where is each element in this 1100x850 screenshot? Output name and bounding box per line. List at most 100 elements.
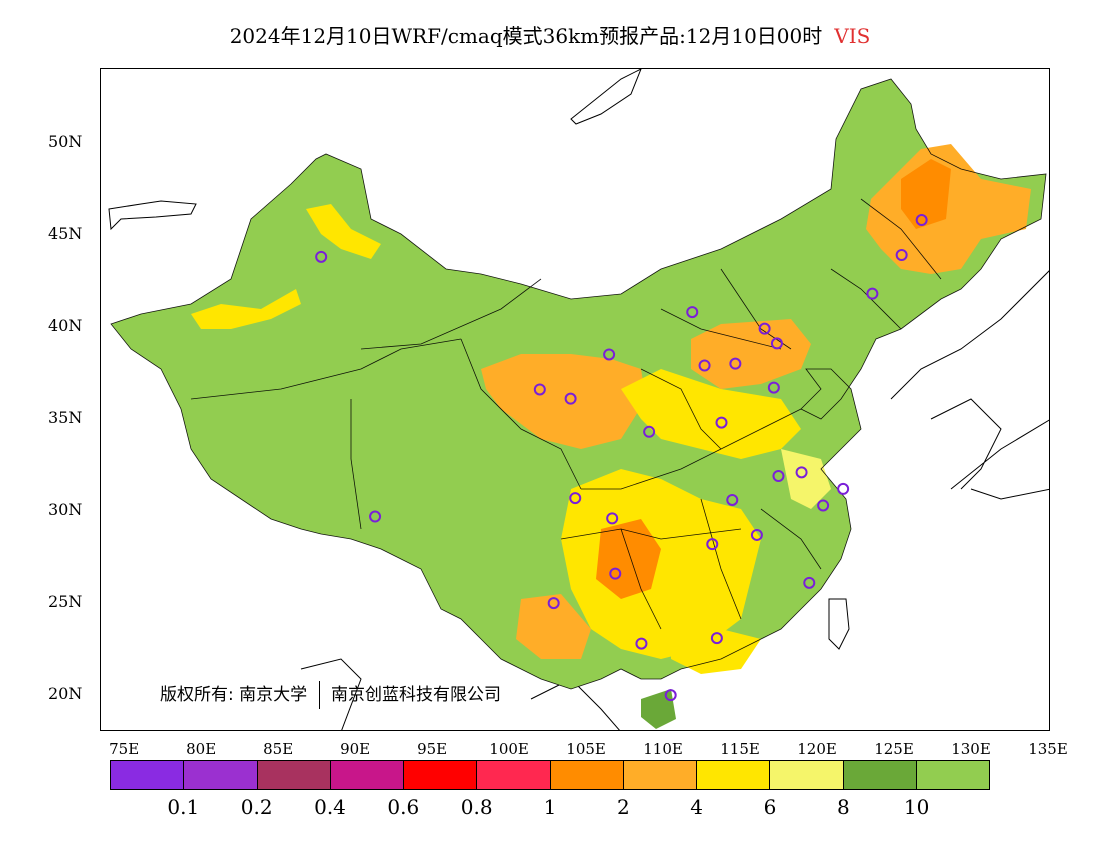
province-border — [460, 338, 582, 490]
legend-swatch — [843, 761, 917, 789]
variable-label: VIS — [834, 24, 871, 48]
y-tick-label: 45N — [48, 223, 83, 243]
low-vis-guizhou-core — [596, 519, 661, 599]
x-tick-label: 125E — [874, 740, 914, 758]
x-tick-label: 100E — [489, 740, 529, 758]
hainan-island — [641, 689, 676, 729]
korea-japan-coast — [890, 270, 1049, 500]
station-marker — [564, 392, 577, 405]
station-marker — [643, 425, 656, 438]
low-vis-sichuan — [561, 469, 761, 659]
low-vis-tarim — [191, 289, 301, 329]
station-marker — [686, 306, 699, 319]
legend-label: 10 — [903, 795, 930, 819]
southeast-asia-coast — [300, 658, 620, 730]
x-tick-label: 115E — [720, 740, 760, 758]
legend-swatch — [550, 761, 624, 789]
x-tick-label: 135E — [1028, 740, 1068, 758]
station-marker — [609, 567, 622, 580]
province-border — [581, 448, 722, 490]
province-border — [640, 368, 722, 450]
map-frame — [100, 68, 1050, 731]
legend-label: 8 — [836, 795, 850, 819]
low-vis-loess — [481, 354, 646, 449]
x-tick-label: 95E — [417, 740, 448, 758]
low-vis-east-coast — [781, 449, 831, 509]
y-tick-label: 35N — [48, 407, 83, 427]
province-border — [830, 268, 902, 330]
station-marker — [710, 632, 723, 645]
y-tick-label: 50N — [48, 131, 83, 151]
province-border — [560, 528, 742, 540]
province-border — [720, 408, 802, 450]
province-border — [190, 338, 462, 400]
legend-label: 0.2 — [240, 795, 273, 819]
station-marker — [603, 348, 616, 361]
legend-swatch — [916, 761, 989, 789]
legend-swatch — [184, 761, 258, 789]
station-marker — [772, 470, 785, 483]
province-border — [110, 78, 1047, 690]
lake-baikal-outline — [570, 69, 642, 125]
x-tick-label: 120E — [797, 740, 837, 758]
legend-label: 0.6 — [387, 795, 420, 819]
y-tick-label: 25N — [48, 592, 83, 612]
legend-swatch — [697, 761, 771, 789]
x-tick-label: 130E — [951, 740, 991, 758]
legend-swatch — [111, 761, 185, 789]
station-marker — [750, 528, 763, 541]
low-vis-central-yellow — [621, 369, 801, 459]
low-vis-northeast-core — [901, 159, 951, 229]
low-vis-yunnan — [516, 594, 591, 659]
province-border — [760, 508, 822, 570]
province-border — [660, 308, 782, 350]
station-marker — [706, 538, 719, 551]
station-marker — [758, 322, 771, 335]
province-border — [860, 198, 942, 280]
x-tick-label: 90E — [340, 740, 371, 758]
station-marker — [817, 499, 830, 512]
y-tick-label: 40N — [48, 315, 83, 335]
x-tick-label: 110E — [643, 740, 683, 758]
station-marker — [369, 510, 382, 523]
copyright-text-1: 版权所有: 南京大学 — [160, 685, 308, 705]
station-marker — [726, 493, 739, 506]
x-tick-label: 75E — [109, 740, 140, 758]
station-marker — [533, 383, 546, 396]
y-tick-label: 20N — [48, 684, 83, 704]
x-tick-label: 105E — [566, 740, 606, 758]
legend-label: 4 — [690, 795, 704, 819]
station-marker — [729, 357, 742, 370]
copyright-notice: 版权所有: 南京大学 南京创蓝科技有限公司 — [160, 680, 501, 709]
station-marker — [895, 249, 908, 262]
balkhash-outline — [108, 200, 197, 231]
legend-label: 1 — [543, 795, 557, 819]
y-tick-label: 30N — [48, 500, 83, 519]
province-border — [360, 278, 542, 350]
station-marker — [837, 482, 850, 495]
low-vis-north-china — [691, 319, 811, 389]
legend-label: 0.8 — [460, 795, 493, 819]
title-text: 2024年12月10日WRF/cmaq模式36km预报产品:12月10日00时 — [229, 24, 823, 48]
station-marker — [715, 416, 728, 429]
station-marker — [767, 381, 780, 394]
x-tick-label: 85E — [263, 740, 294, 758]
legend-swatch — [770, 761, 844, 789]
legend-label: 6 — [763, 795, 777, 819]
station-marker — [315, 250, 328, 263]
station-marker — [569, 492, 582, 505]
station-marker — [547, 597, 560, 610]
legend-swatch — [404, 761, 478, 789]
low-vis-south — [671, 629, 761, 674]
province-border — [620, 528, 662, 630]
legend-swatch — [330, 761, 404, 789]
province-border — [700, 498, 742, 620]
station-marker — [915, 214, 928, 227]
copyright-divider — [318, 681, 320, 709]
station-marker — [803, 576, 816, 589]
copyright-text-2: 南京创蓝科技有限公司 — [330, 685, 501, 705]
legend-label: 2 — [616, 795, 630, 819]
station-marker — [866, 287, 879, 300]
station-marker — [606, 512, 619, 525]
taiwan-outline — [828, 598, 850, 650]
